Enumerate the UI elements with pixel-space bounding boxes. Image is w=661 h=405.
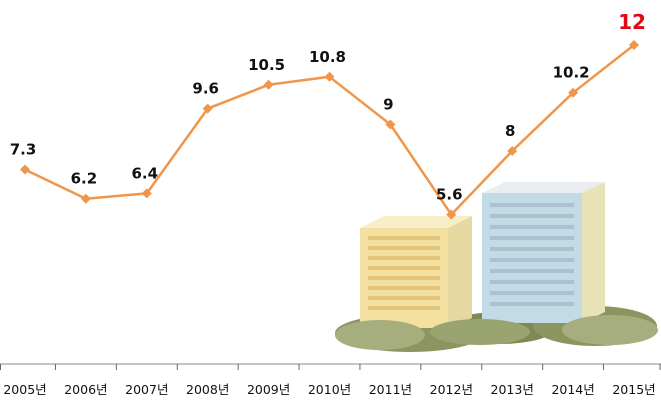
data-point-5: [324, 71, 335, 82]
value-label-9: 10.2: [553, 64, 590, 82]
value-label-7: 5.6: [436, 186, 463, 204]
x-tick-label-5: 2010년: [308, 382, 351, 397]
value-label-0: 7.3: [10, 141, 37, 159]
series-markers: [20, 40, 639, 220]
value-label-6: 9: [383, 96, 393, 114]
value-label-3: 9.6: [192, 80, 219, 98]
value-label-8: 8: [505, 122, 515, 140]
value-label-4: 10.5: [248, 56, 285, 74]
value-label-2: 6.4: [132, 164, 159, 182]
data-point-3: [202, 103, 213, 114]
data-point-8: [507, 146, 518, 156]
value-labels: 7.3 6.2 6.4 9.6 10.5 10.8 9 5.6 8 10.2 12: [10, 10, 646, 204]
data-point-2: [141, 188, 152, 199]
x-axis-ticks: [0, 364, 661, 370]
x-tick-label-3: 2008년: [186, 382, 229, 397]
x-tick-label-0: 2005년: [3, 382, 46, 397]
x-tick-label-4: 2009년: [247, 382, 290, 397]
data-point-6: [385, 119, 396, 130]
buildings-illustration: [335, 182, 658, 352]
data-point-0: [20, 164, 30, 175]
x-tick-label-6: 2011년: [369, 382, 412, 397]
data-point-1: [80, 193, 91, 204]
x-tick-label-1: 2006년: [64, 382, 107, 397]
x-tick-label-9: 2014년: [551, 382, 594, 397]
data-point-4: [263, 79, 274, 90]
x-tick-label-8: 2013년: [491, 382, 534, 397]
value-label-5: 10.8: [309, 48, 346, 66]
x-axis-labels: 2005년 2006년 2007년 2008년 2009년 2010년 2011년 2012년…: [3, 382, 655, 397]
data-point-9: [568, 87, 579, 98]
x-tick-label-7: 2012년: [430, 382, 473, 397]
x-tick-label-2: 2007년: [125, 382, 168, 397]
value-label-1: 6.2: [71, 170, 98, 188]
x-tick-label-10: 2015년: [612, 382, 655, 397]
data-point-7: [446, 209, 457, 220]
value-label-10: 12: [618, 10, 646, 34]
data-point-10: [629, 40, 639, 50]
